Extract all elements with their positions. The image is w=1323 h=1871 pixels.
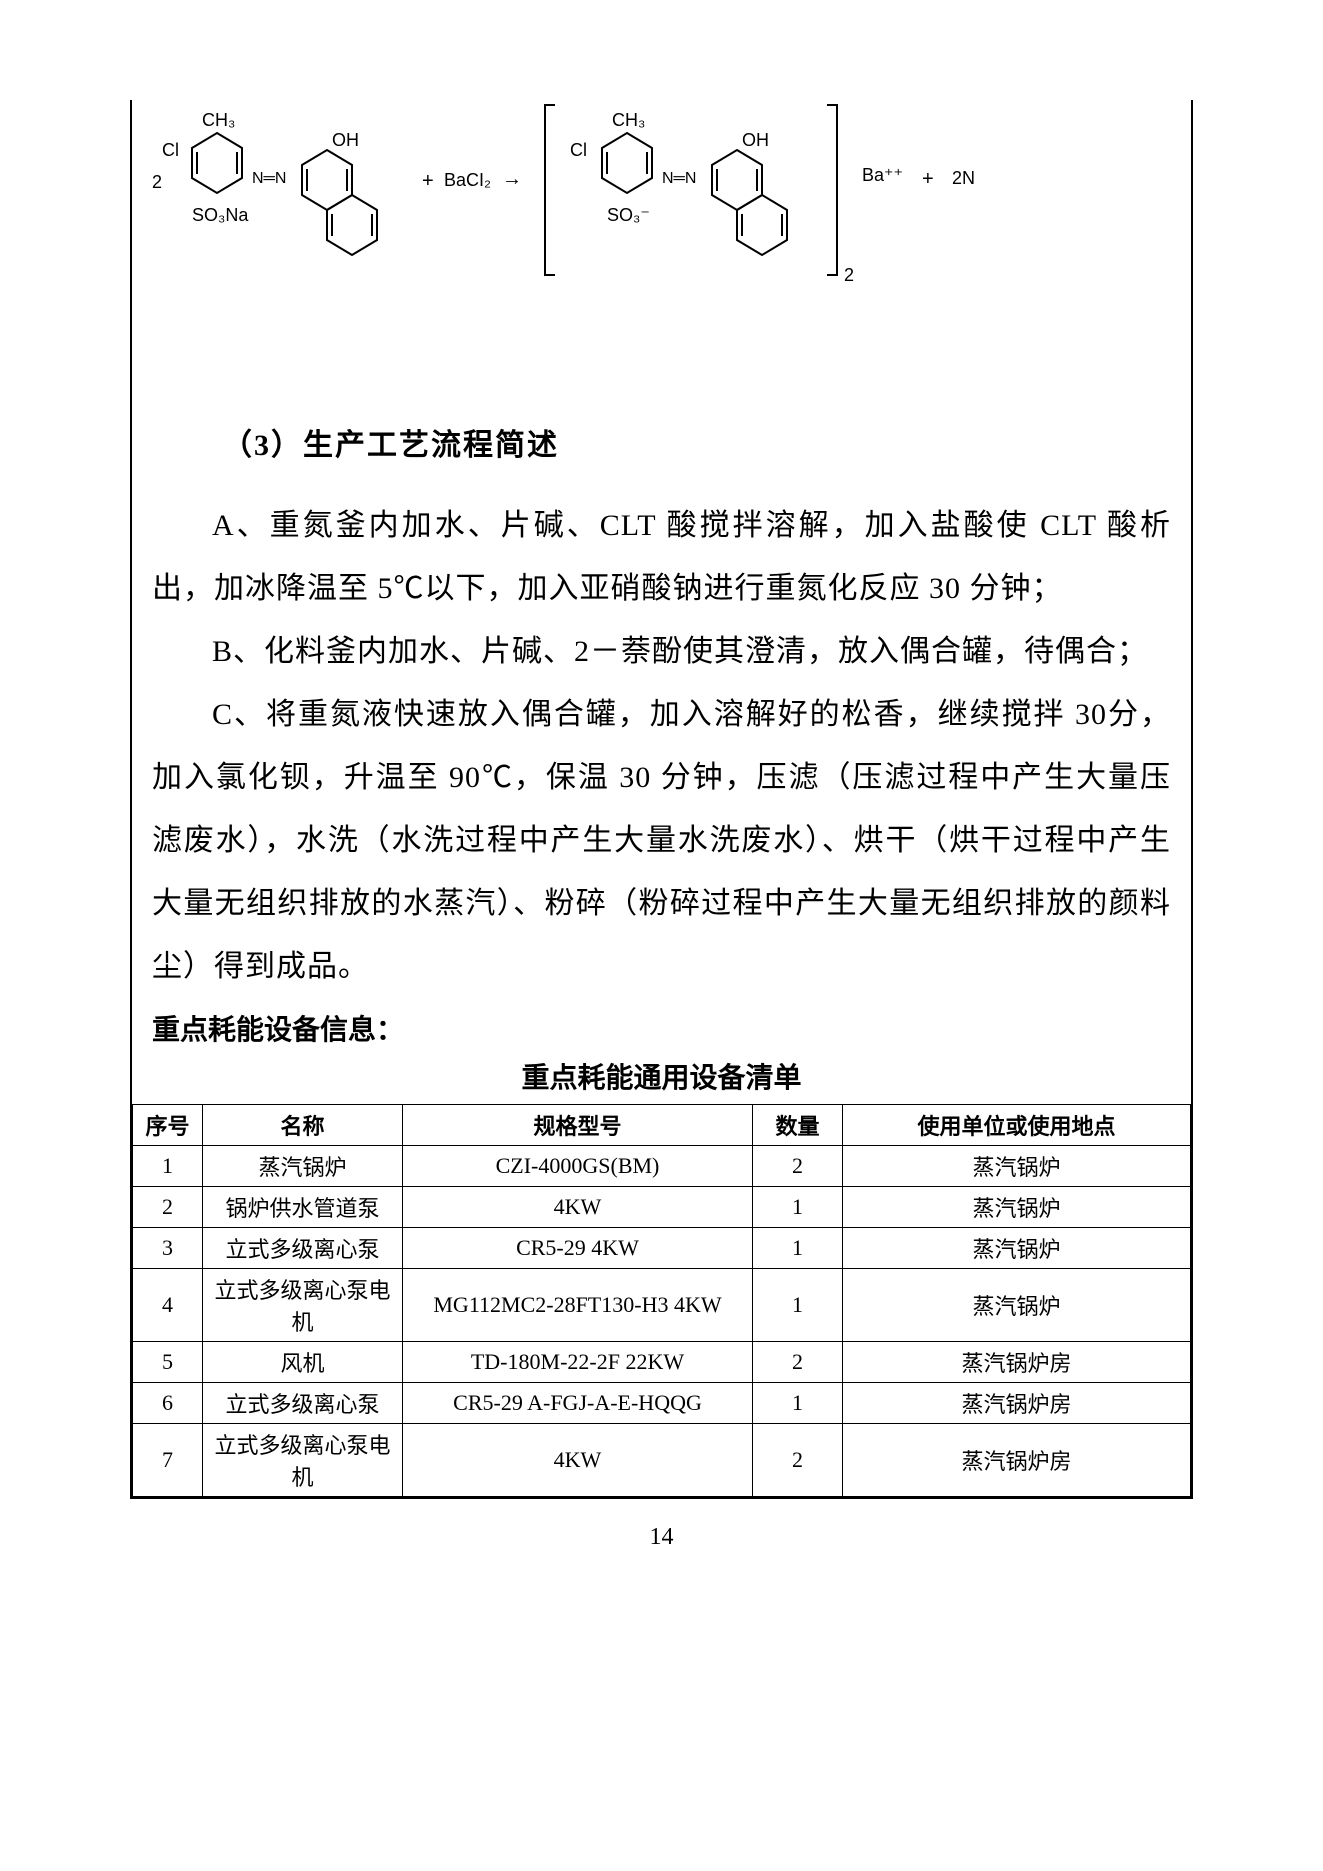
table-cell: 7 — [133, 1424, 203, 1497]
table-cell: 4 — [133, 1269, 203, 1342]
plus-2: + — [922, 168, 934, 191]
bracket-sub: 2 — [844, 265, 854, 286]
section-heading: （3）生产工艺流程简述 — [222, 420, 1191, 464]
table-cell: 立式多级离心泵电机 — [203, 1269, 403, 1342]
table-cell: 2 — [133, 1187, 203, 1228]
benzene-ring-r1 — [597, 128, 657, 198]
table-cell: 1 — [753, 1187, 843, 1228]
th-qty: 数量 — [753, 1105, 843, 1146]
equipment-table: 序号 名称 规格型号 数量 使用单位或使用地点 1蒸汽锅炉CZI-4000GS(… — [132, 1104, 1191, 1497]
table-cell: MG112MC2-28FT130-H3 4KW — [403, 1269, 753, 1342]
reagent-bacl2: BaCI₂ — [444, 170, 491, 191]
label-cl-r: Cl — [570, 140, 587, 161]
naphthalene-r — [707, 145, 817, 275]
benzene-ring-l1 — [187, 128, 247, 198]
table-row: 6立式多级离心泵CR5-29 A-FGJ-A-E-HQQG1蒸汽锅炉房 — [133, 1383, 1191, 1424]
product-ion: Ba⁺⁺ — [862, 165, 903, 186]
reaction-arrow: → — [502, 168, 522, 191]
table-cell: 锅炉供水管道泵 — [203, 1187, 403, 1228]
label-so3-r: SO₃⁻ — [607, 205, 650, 226]
table-cell: 3 — [133, 1228, 203, 1269]
paragraph-c: C、将重氮液快速放入偶合罐，加入溶解好的松香，继续搅拌 30分，加入氯化钡，升温… — [132, 683, 1191, 998]
label-cl-l: Cl — [162, 140, 179, 161]
bracket-left — [540, 100, 560, 280]
table-cell: 1 — [753, 1228, 843, 1269]
table-cell: 蒸汽锅炉房 — [843, 1342, 1191, 1383]
equipment-info-heading: 重点耗能设备信息： — [152, 1008, 1191, 1048]
table-cell: CZI-4000GS(BM) — [403, 1146, 753, 1187]
table-cell: 蒸汽锅炉 — [843, 1187, 1191, 1228]
paragraph-b: B、化料釜内加水、片碱、2－萘酚使其澄清，放入偶合罐，待偶合； — [132, 620, 1191, 683]
page-frame: 2 CH₃ Cl SO₃Na N═N OH + BaCI₂ → CH₃ Cl S… — [130, 100, 1193, 1499]
table-cell: 2 — [753, 1146, 843, 1187]
table-cell: 6 — [133, 1383, 203, 1424]
label-so3na-l: SO₃Na — [192, 205, 248, 226]
bracket-right — [822, 100, 842, 280]
table-row: 2锅炉供水管道泵4KW1蒸汽锅炉 — [133, 1187, 1191, 1228]
chemical-reaction-diagram: 2 CH₃ Cl SO₃Na N═N OH + BaCI₂ → CH₃ Cl S… — [132, 100, 1191, 330]
table-cell: 蒸汽锅炉房 — [843, 1424, 1191, 1497]
plus-1: + — [422, 170, 434, 193]
table-cell: 4KW — [403, 1424, 753, 1497]
table-cell: 1 — [753, 1383, 843, 1424]
table-row: 7立式多级离心泵电机4KW2蒸汽锅炉房 — [133, 1424, 1191, 1497]
coeff-left: 2 — [152, 172, 162, 193]
page-number: 14 — [130, 1524, 1193, 1551]
table-header-row: 序号 名称 规格型号 数量 使用单位或使用地点 — [133, 1105, 1191, 1146]
table-cell: 蒸汽锅炉 — [843, 1228, 1191, 1269]
table-cell: 1 — [753, 1269, 843, 1342]
table-cell: 蒸汽锅炉 — [843, 1146, 1191, 1187]
th-name: 名称 — [203, 1105, 403, 1146]
table-row: 3立式多级离心泵CR5-29 4KW1蒸汽锅炉 — [133, 1228, 1191, 1269]
naphthalene-l — [297, 145, 407, 275]
label-nn-l: N═N — [252, 170, 286, 188]
table-cell: 蒸汽锅炉 — [203, 1146, 403, 1187]
table-row: 4立式多级离心泵电机MG112MC2-28FT130-H3 4KW1蒸汽锅炉 — [133, 1269, 1191, 1342]
table-row: 5风机TD-180M-22-2F 22KW2蒸汽锅炉房 — [133, 1342, 1191, 1383]
table-cell: 5 — [133, 1342, 203, 1383]
table-cell: 风机 — [203, 1342, 403, 1383]
table-cell: 2 — [753, 1424, 843, 1497]
tail-2n: 2N — [952, 168, 975, 189]
table-row: 1蒸汽锅炉CZI-4000GS(BM)2蒸汽锅炉 — [133, 1146, 1191, 1187]
table-cell: 1 — [133, 1146, 203, 1187]
label-nn-r: N═N — [662, 170, 696, 188]
table-cell: 4KW — [403, 1187, 753, 1228]
table-cell: 蒸汽锅炉房 — [843, 1383, 1191, 1424]
th-spec: 规格型号 — [403, 1105, 753, 1146]
table-cell: 立式多级离心泵电机 — [203, 1424, 403, 1497]
paragraph-a: A、重氮釜内加水、片碱、CLT 酸搅拌溶解，加入盐酸使 CLT 酸析出，加冰降温… — [132, 494, 1191, 620]
table-cell: 蒸汽锅炉 — [843, 1269, 1191, 1342]
th-loc: 使用单位或使用地点 — [843, 1105, 1191, 1146]
table-cell: CR5-29 4KW — [403, 1228, 753, 1269]
th-seq: 序号 — [133, 1105, 203, 1146]
table-cell: CR5-29 A-FGJ-A-E-HQQG — [403, 1383, 753, 1424]
table-cell: 2 — [753, 1342, 843, 1383]
table-title: 重点耗能通用设备清单 — [132, 1056, 1191, 1096]
table-cell: 立式多级离心泵 — [203, 1228, 403, 1269]
table-cell: TD-180M-22-2F 22KW — [403, 1342, 753, 1383]
table-cell: 立式多级离心泵 — [203, 1383, 403, 1424]
